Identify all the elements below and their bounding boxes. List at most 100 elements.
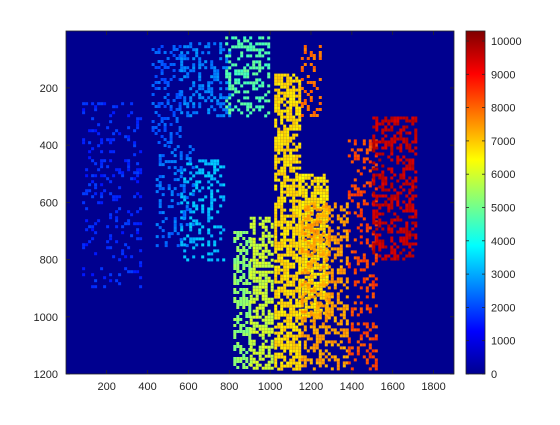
heat-cell-region-10	[312, 325, 316, 329]
heat-cell-region-10	[309, 280, 313, 284]
heat-cell-region-7	[252, 285, 256, 289]
heat-cell-region-7	[249, 315, 253, 319]
heat-cell-region-5	[225, 69, 229, 73]
heat-cell-region-8	[280, 307, 284, 311]
heat-cell-region-2	[207, 84, 211, 88]
heat-cell-region-1	[163, 96, 167, 99]
heat-cell-region-13	[414, 215, 418, 219]
heat-cell-region-7	[249, 258, 253, 262]
heat-cell-region-8	[274, 325, 278, 329]
heat-cell-region-10	[303, 334, 307, 338]
heat-cell-region-8	[289, 289, 293, 293]
heat-cell-region-0	[136, 222, 140, 226]
heat-cell-region-9	[316, 200, 320, 204]
heat-cell-region-9	[301, 173, 305, 177]
heat-cell-region-8	[283, 244, 287, 248]
heat-cell-region-13	[414, 224, 418, 228]
heat-cell-region-13	[375, 227, 379, 231]
heat-cell-region-9	[307, 275, 311, 279]
heat-cell-region-8	[283, 301, 287, 305]
heat-cell-region-5	[252, 45, 256, 49]
heat-cell-region-12	[353, 184, 357, 188]
heat-cell-region-8	[295, 178, 299, 182]
heat-cell-region-7	[264, 366, 268, 370]
heat-cell-region-8	[283, 259, 287, 263]
heat-cell-region-8	[298, 331, 302, 335]
heat-cell-region-6	[236, 318, 240, 321]
heat-cell-region-12	[347, 154, 351, 158]
heat-cell-region-1	[157, 123, 161, 126]
heat-cell-region-8	[283, 226, 287, 230]
heat-cell-region-0	[91, 285, 95, 289]
heat-cell-region-5	[237, 72, 241, 76]
heat-cell-region-13	[381, 152, 385, 156]
heat-cell-region-12	[374, 277, 378, 281]
heat-cell-region-8	[277, 313, 281, 317]
heat-cell-region-3	[201, 225, 205, 229]
heat-cell-region-10	[324, 304, 328, 308]
heat-cell-region-3	[207, 258, 211, 262]
heat-cell-region-5	[267, 90, 271, 94]
heat-cell-region-6	[248, 282, 252, 285]
heat-cell-region-13	[378, 233, 382, 237]
heat-cell-region-0	[136, 171, 140, 175]
heat-cell-region-10	[318, 334, 322, 338]
heat-cell-region-8	[292, 292, 296, 296]
heat-cell-region-8	[295, 256, 299, 260]
heat-cell-region-9	[304, 287, 308, 291]
heat-cell-region-13	[393, 134, 397, 138]
heat-cell-region-7	[267, 312, 271, 316]
heat-cell-region-8	[292, 325, 296, 329]
heat-cell-region-13	[414, 194, 418, 198]
heat-cell-region-5	[228, 72, 232, 76]
heat-cell-region-9	[325, 302, 329, 306]
heat-cell-region-1	[172, 63, 176, 66]
heat-cell-region-3	[219, 225, 223, 229]
heat-cell-region-8	[274, 346, 278, 350]
heat-cell-region-7	[255, 312, 259, 316]
heat-cell-region-6	[236, 270, 240, 273]
heat-cell-region-10	[327, 208, 331, 212]
heat-cell-region-13	[411, 215, 415, 219]
heat-cell-region-9	[313, 302, 317, 306]
heat-cell-region-12	[365, 277, 369, 281]
heat-cell-region-12	[350, 352, 354, 356]
heat-cell-region-8	[292, 181, 296, 185]
heat-cell-region-8	[292, 190, 296, 194]
heat-cell-region-8	[286, 331, 290, 335]
heat-cell-region-10	[333, 331, 337, 335]
heat-cell-region-8	[283, 304, 287, 308]
heat-cell-region-8	[295, 214, 299, 218]
heat-cell-region-10	[324, 247, 328, 251]
heat-cell-region-8	[277, 322, 281, 326]
heat-cell-region-4	[158, 199, 162, 203]
heat-cell-region-12	[350, 193, 354, 197]
heat-cell-region-8	[283, 73, 287, 77]
heat-cell-region-6	[233, 330, 237, 333]
heat-cell-region-8	[280, 193, 284, 197]
heat-cell-region-2	[213, 42, 217, 46]
heat-cell-region-5	[258, 84, 262, 88]
heat-cell-region-13	[399, 230, 403, 234]
heat-cell-region-12	[353, 250, 357, 254]
heat-cell-region-3	[207, 213, 211, 217]
heat-cell-region-9	[313, 299, 317, 303]
heat-cell-region-1	[178, 108, 182, 111]
heat-cell-region-9	[313, 257, 317, 261]
heat-cell-region-7	[261, 324, 265, 328]
heat-cell-region-13	[375, 197, 379, 201]
heat-cell-region-10	[330, 292, 334, 296]
heat-cell-region-13	[390, 227, 394, 231]
heat-cell-region-10	[318, 361, 322, 365]
heat-cell-region-5	[255, 81, 259, 85]
heat-cell-region-10	[330, 295, 334, 299]
heat-cell-region-8	[280, 214, 284, 218]
heat-cell-region-7	[267, 366, 271, 370]
heat-cell-region-12	[365, 358, 369, 362]
heat-cell-region-2	[201, 51, 205, 55]
y-tick-label: 1000	[34, 312, 58, 324]
heat-cell-region-6	[239, 345, 243, 348]
heat-cell-region-8	[283, 214, 287, 218]
heat-cell-region-8	[280, 346, 284, 350]
heat-cell-region-8	[295, 364, 299, 368]
